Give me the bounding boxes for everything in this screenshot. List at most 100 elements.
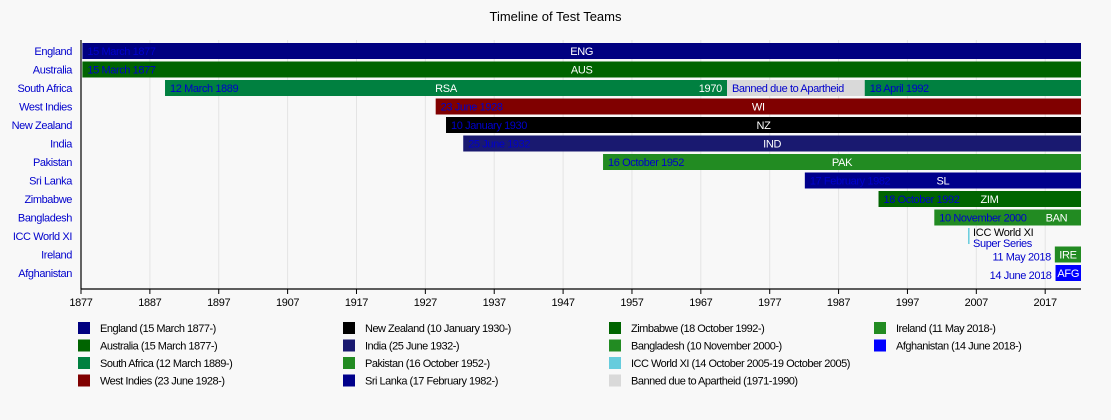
start-date-label: 10 November 2000: [939, 213, 1026, 225]
start-date-label: 10 January 1930: [451, 120, 527, 132]
legend-swatch: [343, 339, 355, 352]
row-label: Pakistan: [33, 157, 72, 169]
chart-title: Timeline of Test Teams: [489, 9, 622, 24]
timeline-bar: [603, 154, 1081, 170]
timeline-bar: [878, 191, 1081, 207]
team-abbreviation: ZIM: [980, 194, 998, 206]
team-abbreviation: IRE: [1059, 250, 1076, 262]
legend-swatch: [609, 357, 621, 369]
row-label: Afghanistan: [18, 268, 72, 280]
legend-swatch: [343, 357, 355, 369]
row-label: ICC World XI: [13, 231, 73, 243]
tick-label: 2007: [965, 297, 988, 309]
legend-swatch: [78, 322, 90, 334]
team-abbreviation: AFG: [1057, 268, 1079, 280]
start-date-label: 15 March 1877: [87, 46, 155, 58]
tick-label: 1927: [414, 297, 437, 309]
team-abbreviation: SL: [936, 176, 949, 188]
note-label: ICC World XI: [973, 227, 1034, 239]
timeline-bar: [968, 228, 970, 244]
note-label: Super Series: [973, 238, 1033, 250]
legend-swatch: [78, 374, 90, 387]
legend-swatch: [609, 322, 621, 334]
legend-swatch: [874, 339, 886, 352]
tick-label: 1877: [69, 297, 92, 309]
legend-label: Pakistan (16 October 1952-): [365, 358, 490, 370]
start-date-label: 18 October 1992: [884, 194, 960, 206]
start-date-label: Banned due to Apartheid: [732, 83, 844, 95]
legend-label: Zimbabwe (18 October 1992-): [631, 323, 764, 335]
team-abbreviation: IND: [763, 139, 781, 151]
legend-label: New Zealand (10 January 1930-): [365, 323, 511, 335]
row-label: West Indies: [19, 102, 73, 114]
timeline-bar: [804, 172, 1081, 189]
timeline-bar: [82, 43, 1081, 59]
timeline-bar: [165, 80, 728, 96]
row-label: Sri Lanka: [29, 176, 73, 188]
legend-swatch: [874, 322, 886, 334]
tick-label: 1907: [276, 297, 299, 309]
legend-label: England (15 March 1877-): [100, 323, 216, 335]
tick-label: 1957: [620, 297, 643, 309]
legend-label: Afghanistan (14 June 2018-): [896, 341, 1021, 353]
team-abbreviation: WI: [752, 102, 765, 114]
legend-swatch: [78, 357, 90, 369]
legend-swatch: [609, 374, 621, 387]
row-label: India: [50, 139, 73, 151]
timeline-bar: [864, 80, 1081, 96]
tick-label: 2017: [1034, 297, 1057, 309]
legend-label: West Indies (23 June 1928-): [100, 376, 224, 388]
row-label: Zimbabwe: [24, 194, 72, 206]
start-date-label: 25 June 1932: [468, 139, 530, 151]
timeline-bar: [82, 61, 1081, 78]
team-abbreviation: BAN: [1046, 213, 1068, 225]
team-abbreviation: RSA: [435, 83, 458, 95]
tick-label: 1917: [345, 297, 368, 309]
row-label: England: [34, 46, 72, 58]
legend-label: Banned due to Apartheid (1971-1990): [631, 376, 798, 388]
row-label: South Africa: [17, 83, 73, 95]
legend-swatch: [609, 339, 621, 352]
start-date-label: 16 October 1952: [608, 157, 684, 169]
start-date-label: 14 June 2018: [990, 270, 1052, 282]
legend-label: ICC World XI (14 October 2005-19 October…: [631, 358, 850, 370]
timeline-bar: [463, 135, 1081, 152]
team-abbreviation: PAK: [832, 157, 853, 169]
start-date-label: 18 April 1992: [870, 83, 929, 95]
timeline-bar: [446, 117, 1081, 133]
start-date-label: 17 February 1982: [810, 176, 891, 188]
team-abbreviation: AUS: [571, 65, 593, 77]
timeline-bar: [1055, 265, 1081, 281]
tick-label: 1897: [207, 297, 230, 309]
start-date-label: 23 June 1928: [441, 102, 503, 114]
legend-swatch: [343, 322, 355, 334]
timeline-bar: [435, 98, 1081, 115]
start-date-label: 11 May 2018: [992, 252, 1051, 264]
timeline-bar: [1054, 246, 1081, 263]
legend-swatch: [343, 374, 355, 387]
tick-label: 1937: [483, 297, 506, 309]
row-label: Ireland: [41, 250, 72, 262]
legend-label: India (25 June 1932-): [365, 341, 459, 353]
tick-label: 1967: [689, 297, 712, 309]
team-abbreviation: ENG: [570, 46, 593, 58]
tick-label: 1977: [758, 297, 781, 309]
start-date-label: 12 March 1889: [170, 83, 238, 95]
legend-label: Sri Lanka (17 February 1982-): [365, 376, 498, 388]
legend-label: Ireland (11 May 2018-): [896, 323, 995, 335]
timeline-bar: [727, 80, 865, 96]
tick-label: 1987: [827, 297, 850, 309]
row-label: Australia: [33, 65, 73, 77]
legend-label: Bangladesh (10 November 2000-): [631, 341, 782, 353]
timeline-bar: [934, 209, 1081, 226]
legend-swatch: [78, 339, 90, 352]
start-date-label: 15 March 1877: [87, 65, 155, 77]
team-abbreviation: NZ: [756, 120, 771, 132]
row-label: Bangladesh: [18, 213, 72, 225]
tick-label: 1997: [896, 297, 919, 309]
tick-label: 1947: [551, 297, 574, 309]
end-year-label: 1970: [699, 83, 722, 95]
legend-label: South Africa (12 March 1889-): [100, 358, 232, 370]
